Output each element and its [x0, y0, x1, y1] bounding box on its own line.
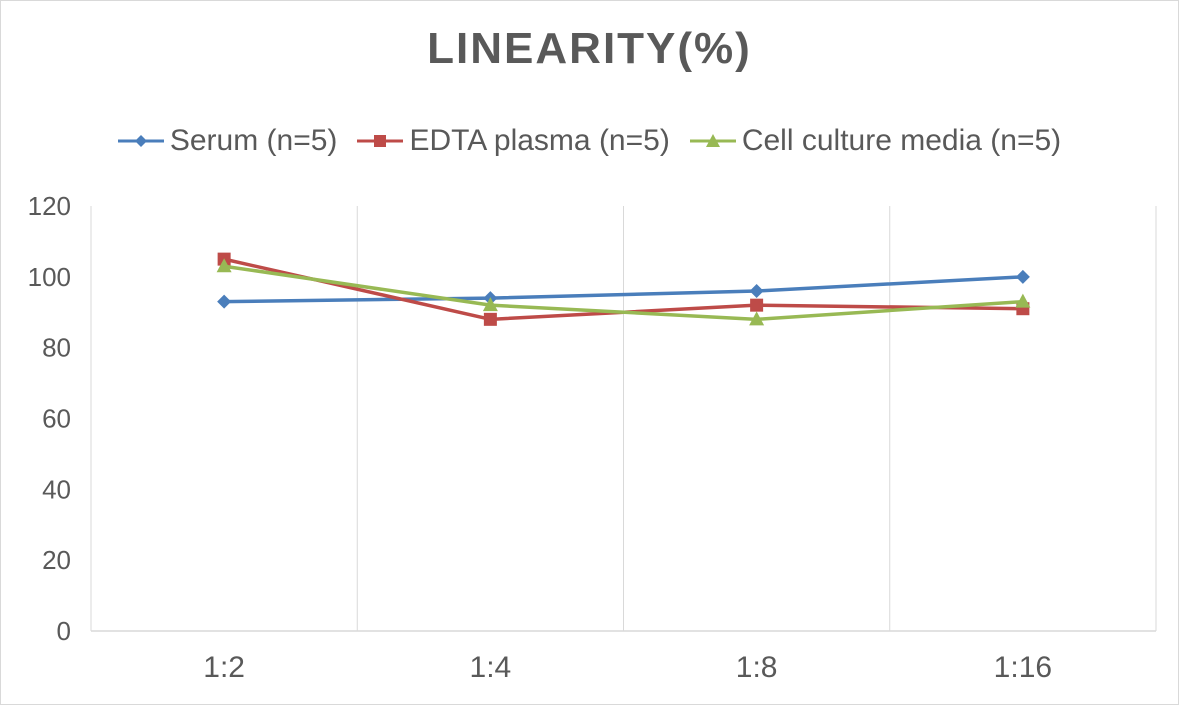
legend-swatch-cell-culture-media — [689, 134, 736, 147]
y-tick-label: 20 — [42, 545, 71, 575]
data-point-2 — [1015, 293, 1031, 308]
series-line-2 — [222, 264, 1025, 322]
legend-swatch-edta-plasma — [357, 135, 404, 147]
data-point-0 — [1015, 269, 1030, 284]
legend-label-serum: Serum (n=5) — [169, 124, 338, 157]
chart-title: LINEARITY(%) — [427, 24, 752, 73]
legend-item-serum: Serum (n=5) — [117, 119, 338, 163]
legend-item-cell-culture-media: Cell culture media (n=5) — [689, 119, 1062, 163]
y-tick-label: 100 — [28, 262, 71, 292]
legend-label-edta-plasma: EDTA plasma (n=5) — [409, 124, 670, 157]
data-point-2 — [482, 297, 498, 312]
data-point-2 — [749, 311, 765, 326]
data-point-2 — [216, 258, 232, 273]
x-tick-label: 1:16 — [994, 651, 1052, 684]
data-point-1 — [483, 312, 497, 326]
legend-swatch-serum — [117, 135, 164, 147]
legend-item-edta-plasma: EDTA plasma (n=5) — [357, 119, 670, 163]
x-tick-label: 1:8 — [736, 651, 778, 684]
series-line-0 — [222, 275, 1025, 304]
y-tick-label: 80 — [42, 333, 71, 363]
y-tick-label: 0 — [57, 616, 71, 646]
x-tick-label: 1:2 — [203, 651, 245, 684]
y-tick-label: 40 — [42, 474, 71, 504]
data-point-0 — [217, 294, 232, 309]
legend-label-cell-culture-media: Cell culture media (n=5) — [741, 124, 1062, 157]
y-tick-label: 60 — [42, 404, 71, 434]
data-point-1 — [750, 298, 764, 312]
legend: Serum (n=5) EDTA plasma (n=5) Cell cultu… — [1, 119, 1178, 163]
x-tick-label: 1:4 — [470, 651, 512, 684]
data-point-0 — [749, 284, 764, 298]
y-tick-label: 120 — [28, 191, 71, 221]
